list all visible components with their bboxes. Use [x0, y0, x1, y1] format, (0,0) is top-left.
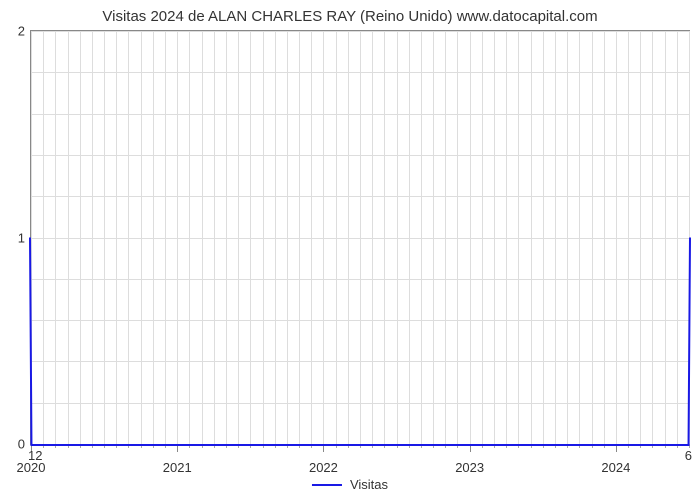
x-axis-tick-label: 2024 [601, 460, 630, 475]
chart-title: Visitas 2024 de ALAN CHARLES RAY (Reino … [0, 0, 700, 25]
y-axis-tick-label: 0 [18, 437, 25, 452]
legend: Visitas [312, 477, 388, 492]
data-series-line [30, 238, 690, 446]
chart-plot-area: 20202021202220232024012 12 6 [30, 30, 690, 445]
legend-label: Visitas [350, 477, 388, 492]
y-axis-tick-label: 2 [18, 24, 25, 39]
data-line-svg [30, 30, 690, 445]
chart-container: Visitas 2024 de ALAN CHARLES RAY (Reino … [0, 0, 700, 500]
secondary-y-label-12: 12 [28, 448, 42, 463]
y-axis-tick-label: 1 [18, 230, 25, 245]
x-axis-tick-label: 2023 [455, 460, 484, 475]
x-axis-tick-label: 2022 [309, 460, 338, 475]
legend-line-swatch [312, 484, 342, 486]
x-axis-tick-label: 2021 [163, 460, 192, 475]
secondary-y-label-6: 6 [685, 448, 692, 463]
